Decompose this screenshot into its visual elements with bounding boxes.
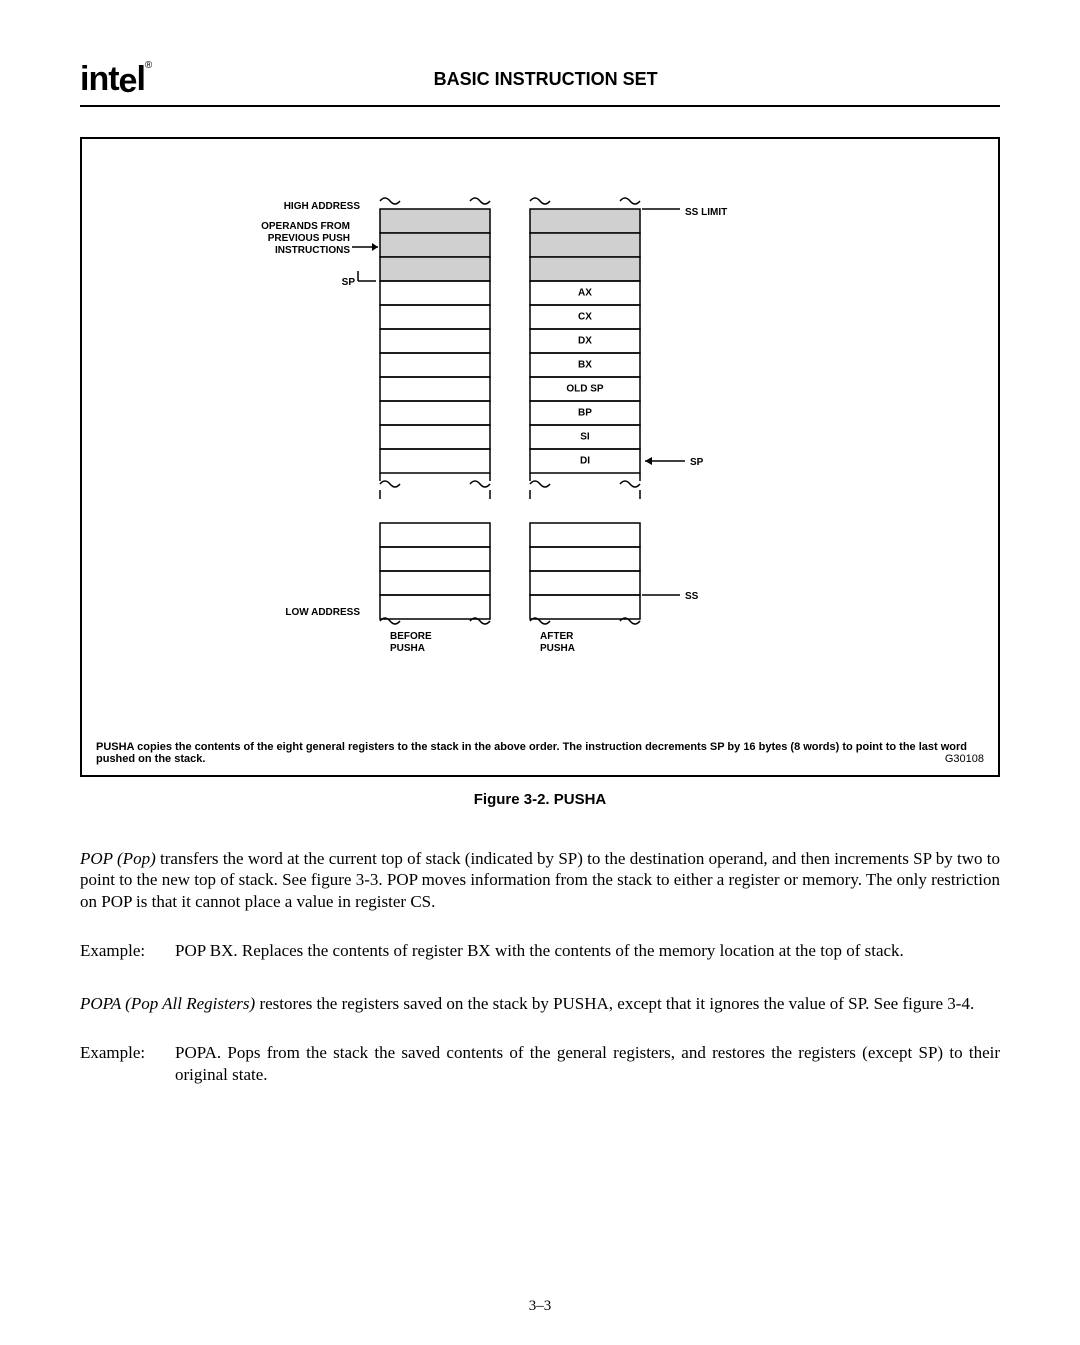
reg-dx: DX [578,336,592,347]
popa-example: Example: POPA. Pops from the stack the s… [80,1042,1000,1085]
operands-label-2: PREVIOUS PUSH [268,233,350,244]
after-label-2: PUSHA [540,643,575,654]
popa-example-text: POPA. Pops from the stack the saved cont… [175,1042,1000,1085]
figure-title: Figure 3-2. PUSHA [80,791,1000,808]
pop-example: Example: POP BX. Replaces the contents o… [80,940,1000,961]
operands-label-3: INSTRUCTIONS [275,245,350,256]
pop-paragraph: POP (Pop) transfers the word at the curr… [80,848,1000,912]
figure-gcode: G30108 [945,753,984,765]
after-column: AX CX DX BX OLD SP BP SI DI [530,198,640,654]
reg-ax: AX [578,288,592,299]
low-address-label: LOW ADDRESS [285,607,360,618]
popa-paragraph: POPA (Pop All Registers) restores the re… [80,993,1000,1014]
page-number: 3–3 [0,1298,1080,1315]
page-header: intel® BASIC INSTRUCTION SET [80,60,1000,99]
reg-oldsp: OLD SP [566,384,604,395]
caption-text: PUSHA copies the contents of the eight g… [96,741,967,765]
reg-bx: BX [578,360,592,371]
sp-right-label: SP [690,457,704,468]
pusha-diagram: HIGH ADDRESS OPERANDS FROM PREVIOUS PUSH… [102,169,978,669]
pop-example-text: POP BX. Replaces the contents of registe… [175,940,1000,961]
high-address-label: HIGH ADDRESS [284,201,361,212]
before-label-2: PUSHA [390,643,425,654]
after-label-1: AFTER [540,631,574,642]
before-label-1: BEFORE [390,631,432,642]
reg-cx: CX [578,312,592,323]
reg-di: DI [580,456,590,467]
before-column: BEFORE PUSHA [380,198,490,654]
reg-si: SI [580,432,590,443]
ss-label: SS [685,591,699,602]
sp-left-label: SP [342,277,356,288]
example-label: Example: [80,940,175,961]
header-rule [80,105,1000,107]
reg-bp: BP [578,408,592,419]
example-label-2: Example: [80,1042,175,1085]
intel-logo: intel® [80,60,151,99]
ss-limit-label: SS LIMIT [685,207,727,218]
figure-caption: PUSHA copies the contents of the eight g… [96,741,984,765]
chapter-title: BASIC INSTRUCTION SET [151,69,940,90]
figure-frame: HIGH ADDRESS OPERANDS FROM PREVIOUS PUSH… [80,137,1000,777]
operands-label-1: OPERANDS FROM [261,221,350,232]
